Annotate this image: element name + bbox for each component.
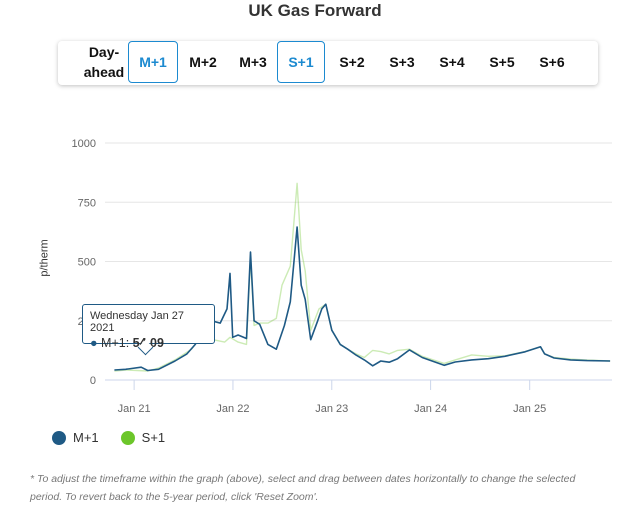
legend: M+1 S+1 <box>52 430 165 445</box>
tooltip-dot-icon: ● <box>90 336 98 350</box>
x-tick-label: Jan 23 <box>315 403 348 415</box>
legend-label-s1: S+1 <box>141 430 166 445</box>
tooltip: Wednesday Jan 27 2021 ● M+1: 54.09 <box>82 304 215 350</box>
legend-item-s1[interactable]: S+1 <box>120 430 166 445</box>
button-s1[interactable]: S+1 <box>277 41 325 83</box>
legend-item-m1[interactable]: M+1 <box>52 430 99 445</box>
button-s3[interactable]: S+3 <box>389 54 415 70</box>
legend-dot-s1-icon <box>120 430 135 445</box>
tooltip-series: M+1 <box>101 336 126 350</box>
contract-selector: Day- ahead M+1 M+2 M+3 S+1 S+2 S+3 S+4 S… <box>58 41 598 85</box>
button-m3[interactable]: M+3 <box>239 54 267 70</box>
button-day-ahead-line1: Day- <box>88 44 120 60</box>
x-tick-label: Jan 21 <box>118 403 151 415</box>
y-tick-label: 0 <box>90 375 96 387</box>
legend-dot-m1-icon <box>52 430 66 445</box>
button-s2[interactable]: S+2 <box>339 54 365 70</box>
y-tick-label: 500 <box>78 257 96 269</box>
button-m2[interactable]: M+2 <box>189 54 217 70</box>
button-m1[interactable]: M+1 <box>128 41 178 83</box>
button-s6[interactable]: S+6 <box>539 54 565 70</box>
x-tick-label: Jan 24 <box>414 403 447 415</box>
legend-label-m1: M+1 <box>73 430 99 445</box>
y-tick-label: 750 <box>78 197 96 209</box>
x-tick-label: Jan 25 <box>513 403 546 415</box>
button-s4[interactable]: S+4 <box>439 54 465 70</box>
button-day-ahead[interactable]: Day- ahead <box>78 41 130 83</box>
x-tick-label: Jan 22 <box>216 403 249 415</box>
footnote: * To adjust the timeframe within the gra… <box>30 473 576 503</box>
y-tick-label: 1000 <box>72 138 96 150</box>
chart-title: UK Gas Forward <box>248 1 382 20</box>
button-day-ahead-line2: ahead <box>83 64 125 80</box>
tooltip-date: Wednesday Jan 27 2021 <box>90 310 184 334</box>
button-s5[interactable]: S+5 <box>489 54 515 70</box>
